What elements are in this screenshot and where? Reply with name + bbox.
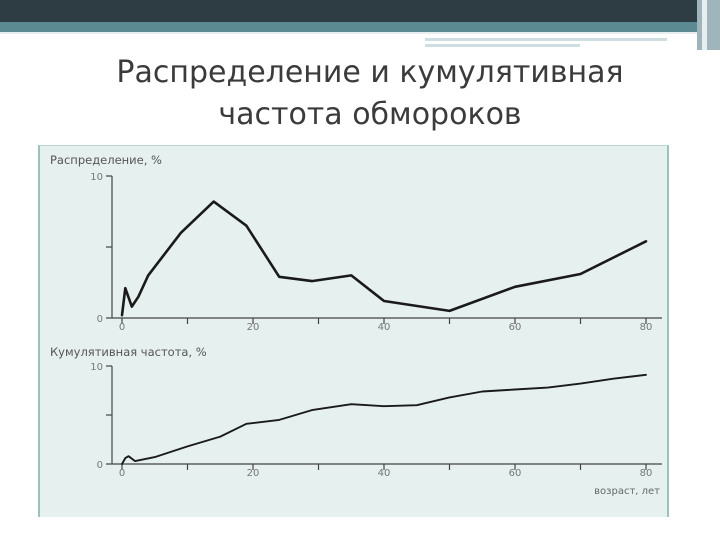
accent-line (425, 38, 667, 41)
panel-title: Распределение, % (50, 153, 162, 167)
x-tick-label: 20 (247, 468, 260, 479)
y-tick-label: 0 (97, 314, 103, 325)
y-tick-label: 10 (90, 172, 103, 183)
series-line (120, 200, 648, 317)
x-axis-title: возраст, лет (594, 486, 660, 497)
x-tick-label: 60 (509, 468, 522, 479)
x-tick-label: 0 (119, 322, 125, 333)
panel-title: Кумулятивная частота, % (50, 345, 207, 359)
y-tick-label: 10 (90, 362, 103, 373)
top-teal-band (0, 22, 720, 32)
corner-ornament-stripe (702, 0, 707, 50)
x-tick-label: 60 (509, 322, 522, 333)
chart-canvas: Распределение, % 0 10 0 20 40 60 80 Кумулятивная… (50, 153, 662, 497)
x-tick-label: 20 (247, 322, 260, 333)
corner-ornament (697, 0, 720, 50)
x-tick-label: 0 (119, 468, 125, 479)
x-tick-label: 40 (378, 322, 391, 333)
x-tick-label: 80 (640, 468, 653, 479)
y-tick-label: 0 (97, 460, 103, 471)
x-tick-label: 40 (378, 468, 391, 479)
top-dark-band (0, 0, 720, 22)
chart-figure: Распределение, % 0 10 0 20 40 60 80 Кумулятивная… (38, 145, 669, 517)
top-divider-line (0, 32, 720, 34)
slide-title: Распределение и кумулятивная частота обм… (116, 55, 624, 132)
series-line (121, 373, 647, 465)
x-tick-label: 80 (640, 322, 653, 333)
accent-line (425, 44, 580, 47)
